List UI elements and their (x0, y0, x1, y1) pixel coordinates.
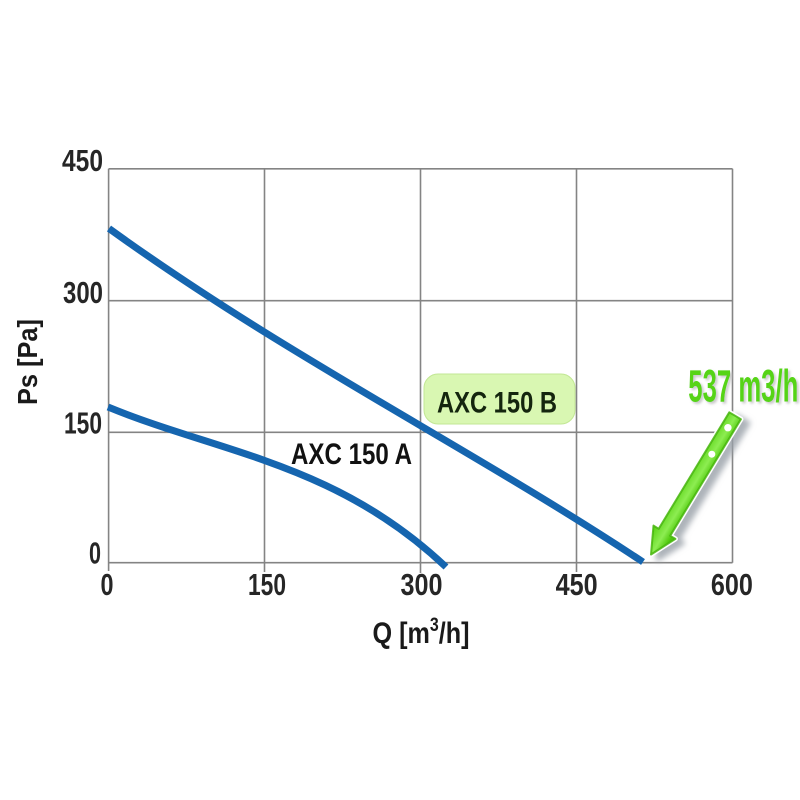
svg-text:300: 300 (63, 275, 103, 310)
svg-text:0: 0 (89, 536, 101, 571)
svg-text:AXC 150 A: AXC 150 A (291, 438, 412, 471)
svg-text:AXC 150 B: AXC 150 B (437, 387, 557, 420)
svg-text:537 m3/h: 537 m3/h (688, 361, 798, 412)
svg-text:150: 150 (248, 567, 286, 602)
svg-text:450: 450 (556, 567, 598, 602)
svg-text:450: 450 (62, 143, 103, 178)
svg-text:Q [m3/h]: Q [m3/h] (373, 615, 470, 650)
svg-text:Ps [Pa]: Ps [Pa] (12, 319, 43, 405)
svg-text:300: 300 (401, 567, 443, 602)
svg-text:150: 150 (64, 406, 102, 441)
svg-text:0: 0 (101, 567, 114, 602)
svg-text:600: 600 (711, 567, 753, 602)
